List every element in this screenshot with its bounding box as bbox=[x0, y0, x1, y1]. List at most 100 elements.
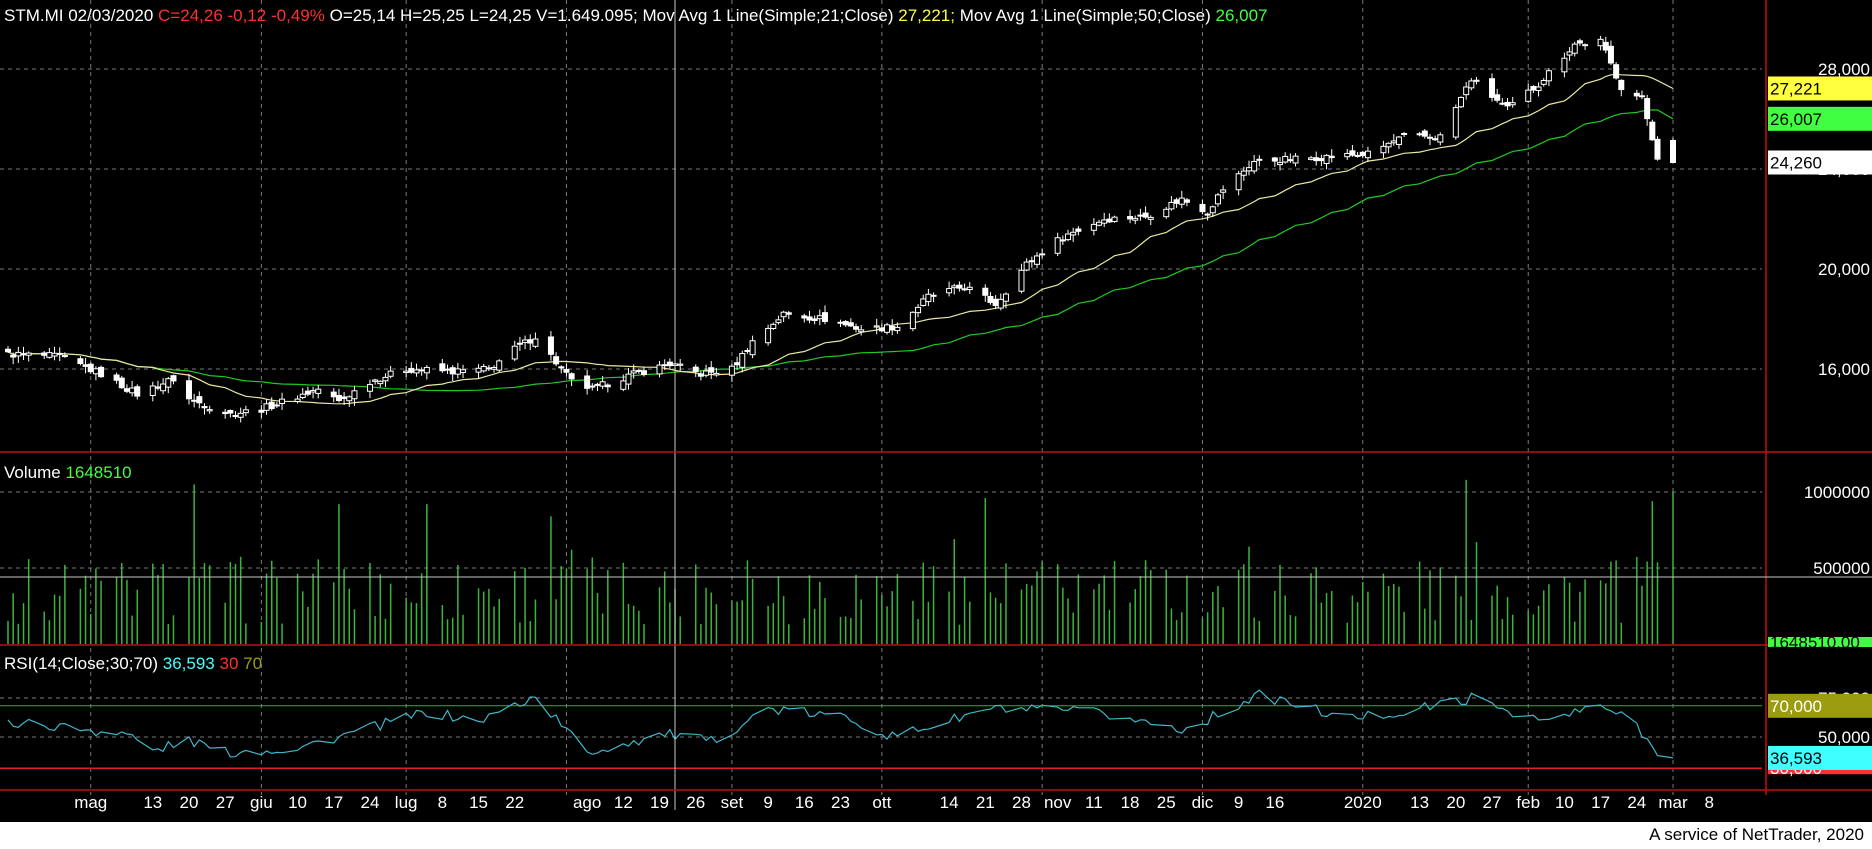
x-axis-label: ago bbox=[573, 793, 601, 812]
volume-bar bbox=[969, 601, 971, 644]
candle bbox=[547, 331, 554, 361]
volume-bar bbox=[1387, 586, 1390, 644]
volume-bar bbox=[1351, 595, 1354, 644]
volume-bar bbox=[1036, 571, 1038, 644]
volume-bar bbox=[1175, 620, 1178, 644]
volume-bar bbox=[1031, 585, 1033, 644]
volume-bar bbox=[1672, 492, 1674, 644]
candle bbox=[118, 375, 125, 389]
volume-bar bbox=[1418, 561, 1421, 644]
volume-bar bbox=[803, 618, 806, 644]
x-axis-label: 17 bbox=[324, 793, 343, 812]
candle bbox=[1271, 156, 1278, 167]
volume-bar bbox=[958, 624, 961, 644]
volume-bar bbox=[932, 566, 935, 644]
candle bbox=[460, 364, 467, 379]
volume-bar bbox=[731, 600, 733, 644]
volume-bar bbox=[963, 576, 966, 644]
candle bbox=[656, 361, 663, 378]
volume-bar bbox=[462, 614, 464, 644]
candle bbox=[242, 405, 249, 417]
ma21-tag bbox=[1768, 76, 1872, 101]
candle bbox=[1023, 258, 1030, 272]
candle bbox=[1002, 292, 1009, 309]
candle bbox=[909, 311, 916, 332]
candle bbox=[1163, 206, 1170, 219]
volume-bar bbox=[705, 587, 707, 644]
price-tick-label: 20,000 bbox=[1818, 260, 1870, 279]
candle bbox=[413, 363, 420, 377]
candle bbox=[304, 386, 311, 397]
candle bbox=[1132, 215, 1139, 225]
volume-bar bbox=[1294, 616, 1297, 644]
volume-bar bbox=[136, 589, 139, 644]
candle bbox=[858, 325, 865, 336]
volume-bar bbox=[844, 616, 847, 644]
close-change: C=24,26 -0,12 -0,49% bbox=[158, 6, 325, 25]
volume-bar bbox=[1274, 590, 1276, 644]
rsi-70-tag bbox=[1768, 693, 1872, 718]
volume-bar bbox=[405, 597, 407, 644]
candle bbox=[811, 315, 818, 325]
rsi-axis-tags: 70,000 30,000 36,593 bbox=[1768, 693, 1872, 778]
volume-bar bbox=[808, 575, 811, 644]
volume-bar bbox=[301, 591, 304, 644]
panel-separators bbox=[0, 0, 1872, 795]
volume-bar bbox=[420, 573, 423, 644]
candle bbox=[1613, 62, 1620, 80]
volume-bar bbox=[994, 597, 997, 644]
volume-bar bbox=[1646, 561, 1648, 644]
volume-bar bbox=[529, 621, 532, 644]
volume-bar bbox=[369, 562, 371, 644]
volume-tag-label: 1648510,00 bbox=[1770, 633, 1860, 652]
candle bbox=[206, 405, 213, 414]
volume-bar bbox=[84, 575, 87, 644]
volume-bar bbox=[446, 619, 449, 644]
candle bbox=[279, 392, 286, 410]
volume-bar bbox=[1403, 611, 1405, 644]
candle bbox=[785, 311, 792, 320]
volume-bar bbox=[560, 566, 563, 644]
candle bbox=[884, 322, 891, 335]
volume-bar bbox=[638, 610, 640, 644]
volume-bar bbox=[710, 592, 712, 644]
candle bbox=[1426, 134, 1433, 146]
volume-bar bbox=[782, 596, 785, 644]
volume-bar bbox=[1641, 585, 1643, 644]
volume-bar bbox=[234, 563, 237, 644]
candle bbox=[630, 364, 637, 379]
volume-tick-label: 1000000 bbox=[1804, 483, 1870, 502]
volume-bar bbox=[1129, 602, 1131, 644]
rsi-low-level: 30 bbox=[220, 654, 239, 673]
volume-bar bbox=[819, 581, 821, 644]
volume-bar bbox=[622, 562, 625, 644]
candle bbox=[1473, 77, 1480, 85]
volume-bar bbox=[493, 606, 495, 644]
x-axis-label: 24 bbox=[1627, 793, 1646, 812]
candle bbox=[1457, 96, 1464, 109]
candle bbox=[1545, 68, 1552, 87]
overlay-lines bbox=[7, 73, 1674, 759]
candle bbox=[713, 367, 720, 377]
candle bbox=[1065, 229, 1072, 242]
candle bbox=[873, 318, 880, 335]
rsi-last-tag-label: 36,593 bbox=[1770, 749, 1822, 768]
volume-bar bbox=[860, 599, 862, 644]
x-axis-label: lug bbox=[395, 793, 418, 812]
volume-bar bbox=[1134, 589, 1136, 644]
volume-bar bbox=[296, 573, 299, 644]
volume-bar bbox=[824, 598, 826, 644]
volume-bar bbox=[317, 559, 319, 644]
volume-bar bbox=[1527, 610, 1529, 644]
x-axis-label: 2020 bbox=[1344, 793, 1382, 812]
volume-bar bbox=[927, 601, 930, 644]
volume-bar bbox=[338, 504, 340, 644]
volume-bar bbox=[627, 603, 630, 644]
volume-bar bbox=[767, 605, 769, 644]
candle bbox=[770, 322, 777, 330]
candle bbox=[894, 322, 901, 334]
volume-bar bbox=[1149, 570, 1152, 644]
volume-bar bbox=[265, 573, 268, 644]
volume-bar bbox=[1212, 592, 1214, 644]
